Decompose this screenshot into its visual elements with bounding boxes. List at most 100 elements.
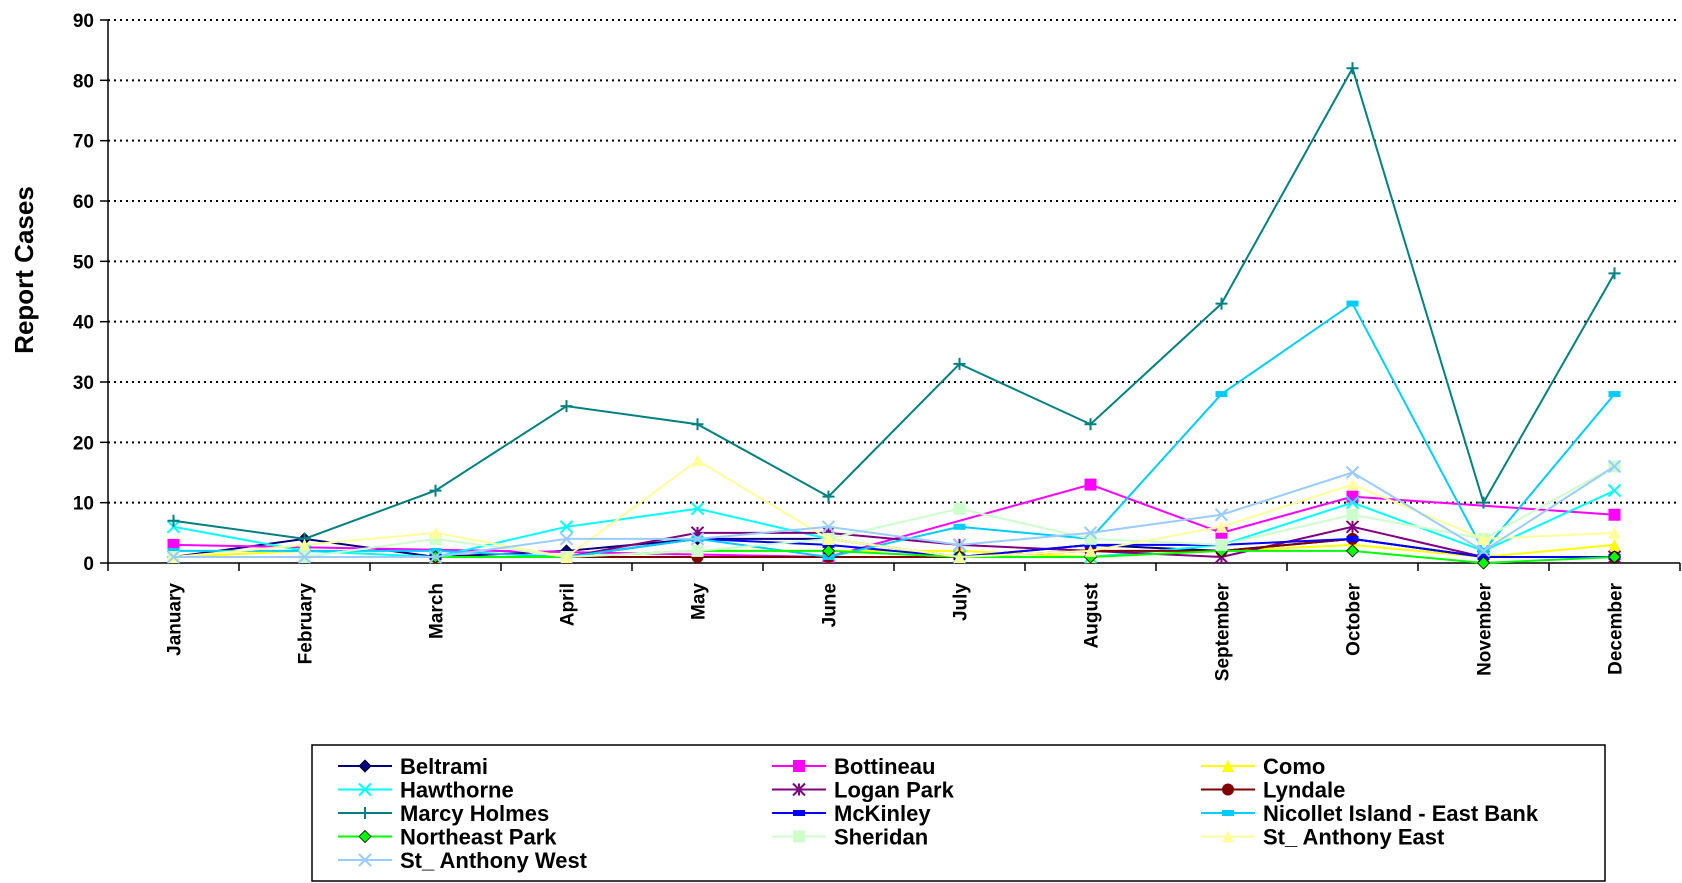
legend-marker: [358, 782, 372, 797]
series-line: [173, 65, 1616, 540]
y-tick-label: 70: [73, 132, 94, 153]
data-point: [1346, 535, 1359, 542]
data-point: [822, 490, 835, 503]
tick-labels: 0 10 20 30 40 50 60 70 80 90 January February March A…: [73, 11, 1627, 681]
legend-label: St_ Anthony East: [1263, 825, 1445, 850]
data-point: [690, 532, 705, 546]
data-point: [1608, 526, 1621, 539]
legend-marker: [358, 829, 372, 844]
x-tick-label: March: [427, 583, 448, 639]
data-point: [1346, 478, 1359, 491]
legend-label: Lyndale: [1263, 778, 1345, 803]
data-point: [821, 520, 836, 534]
legend-label: Hawthorne: [400, 778, 514, 803]
data-point: [1476, 544, 1491, 558]
legend-label: Como: [1263, 754, 1325, 779]
legend-marker: [1222, 783, 1234, 796]
data-point: [560, 400, 573, 413]
data-point: [1607, 550, 1622, 564]
legend-box: [311, 744, 1606, 882]
legend-marker: [358, 759, 372, 773]
legend-marker: [793, 760, 805, 772]
data-point: [1476, 556, 1491, 570]
data-point: [953, 357, 966, 370]
legend-item: Hawthorne: [338, 778, 514, 803]
y-tick-label: 80: [73, 71, 94, 92]
x-tick-label: January: [165, 583, 186, 656]
legend-label: Logan Park: [834, 778, 955, 803]
data-point: [1346, 300, 1359, 307]
data-point: [953, 502, 966, 515]
data-point: [167, 514, 180, 527]
data-point: [1346, 508, 1359, 521]
y-tick-label: 20: [73, 433, 94, 454]
legend-item: Marcy Holmes: [338, 801, 549, 826]
data-point: [1084, 478, 1097, 491]
legend-label: Sheridan: [834, 825, 928, 850]
data-point: [298, 538, 311, 551]
data-point: [1084, 544, 1097, 557]
data-point: [952, 538, 967, 552]
data-point: [1608, 391, 1621, 398]
legend-item: Beltrami: [338, 754, 488, 779]
x-tick-label: May: [689, 583, 710, 620]
x-tick-label: October: [1344, 582, 1365, 655]
data-point: [691, 544, 704, 557]
y-axis-title: Report Cases: [9, 186, 39, 354]
legend-label: Nicollet Island - East Bank: [1263, 801, 1539, 826]
legend-marker: [358, 853, 372, 867]
data-point: [822, 532, 835, 545]
x-tick-label: November: [1475, 582, 1496, 676]
data-point: [1215, 297, 1228, 310]
y-tick-label: 60: [73, 192, 94, 213]
legend: Beltrami Bottineau Como Hawthorne Logan Park…: [311, 744, 1606, 882]
data-point: [1084, 541, 1097, 548]
series-line: [173, 302, 1616, 558]
legend-item: St_ Anthony West: [338, 848, 588, 873]
legend-label: Bottineau: [834, 754, 935, 779]
grid-lines: [108, 19, 1680, 504]
data-point: [1215, 538, 1228, 551]
legend-marker: [1222, 760, 1234, 772]
data-point: [1608, 267, 1621, 280]
y-tick-label: 10: [73, 494, 94, 515]
legend-marker: [793, 810, 805, 816]
data-point: [1345, 544, 1360, 558]
data-point: [953, 550, 966, 563]
data-point: [1477, 496, 1490, 509]
data-point: [1215, 391, 1228, 398]
x-tick-label: April: [558, 583, 579, 626]
legend-label: McKinley: [834, 801, 931, 826]
data-point: [691, 454, 704, 467]
data-point: [1608, 538, 1621, 551]
data-point: [429, 484, 442, 497]
data-point: [1477, 532, 1490, 545]
x-tick-label: February: [296, 583, 317, 665]
data-point: [166, 550, 181, 564]
data-point: [1345, 520, 1360, 534]
legend-marker: [793, 830, 805, 843]
legend-item: Sheridan: [772, 825, 928, 850]
data-point: [428, 550, 443, 564]
series-lines: [166, 62, 1622, 570]
legend-label: Marcy Holmes: [400, 801, 549, 826]
data-point: [559, 520, 574, 534]
data-point: [297, 550, 312, 564]
data-point: [690, 501, 705, 516]
y-tick-label: 50: [73, 252, 94, 273]
data-point: [1346, 490, 1359, 503]
data-point: [1345, 465, 1360, 480]
series-line: [173, 459, 1615, 559]
data-point: [1607, 459, 1622, 474]
data-point: [429, 526, 442, 539]
y-tick-label: 90: [73, 11, 94, 32]
data-point: [166, 520, 181, 534]
legend-item: Northeast Park: [338, 825, 557, 850]
data-point: [1346, 62, 1359, 75]
legend-marker: [359, 807, 371, 819]
data-point: [559, 532, 574, 546]
data-point: [1215, 520, 1228, 533]
legend-item: Bottineau: [772, 754, 935, 779]
data-point: [560, 550, 573, 563]
